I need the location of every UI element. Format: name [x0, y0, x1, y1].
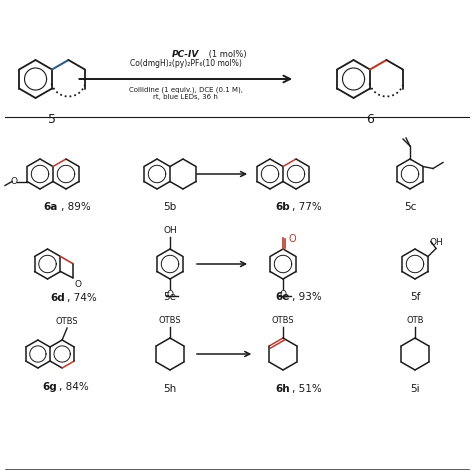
- Text: (1 mol%): (1 mol%): [206, 50, 246, 59]
- Text: 5i: 5i: [410, 384, 420, 394]
- Text: OTB: OTB: [406, 316, 424, 325]
- Text: OTBS: OTBS: [159, 316, 182, 325]
- Text: 5c: 5c: [404, 202, 416, 212]
- Text: 6d: 6d: [51, 293, 65, 303]
- Text: 6g: 6g: [43, 382, 57, 392]
- Text: OTBS: OTBS: [272, 316, 294, 325]
- Text: O: O: [289, 234, 297, 244]
- Text: 6a: 6a: [44, 202, 58, 212]
- Text: O: O: [280, 290, 286, 299]
- Text: 5f: 5f: [410, 292, 420, 302]
- Text: 6h: 6h: [276, 384, 290, 394]
- Text: 6b: 6b: [275, 202, 291, 212]
- Text: , 77%: , 77%: [292, 202, 322, 212]
- Text: 5h: 5h: [164, 384, 177, 394]
- Text: , 84%: , 84%: [59, 382, 89, 392]
- Text: OH: OH: [429, 237, 443, 246]
- Text: O: O: [75, 280, 82, 289]
- Text: O: O: [166, 290, 173, 299]
- Text: 5b: 5b: [164, 202, 177, 212]
- Text: OH: OH: [163, 226, 177, 235]
- Text: , 74%: , 74%: [67, 293, 97, 303]
- Text: 6e: 6e: [276, 292, 290, 302]
- Text: Co(dmgH)₂(py)₂PF₆(10 mol%): Co(dmgH)₂(py)₂PF₆(10 mol%): [130, 59, 242, 68]
- Text: 5: 5: [48, 113, 56, 126]
- Text: Collidine (1 equiv.), DCE (0.1 M),: Collidine (1 equiv.), DCE (0.1 M),: [129, 86, 243, 92]
- Text: , 51%: , 51%: [292, 384, 322, 394]
- Text: , 89%: , 89%: [61, 202, 91, 212]
- Text: rt, blue LEDs, 36 h: rt, blue LEDs, 36 h: [153, 94, 218, 100]
- Text: PC-IV: PC-IV: [172, 50, 200, 59]
- Text: 5e: 5e: [164, 292, 176, 302]
- Text: O: O: [10, 177, 17, 186]
- Text: OTBS: OTBS: [56, 317, 78, 326]
- Text: , 93%: , 93%: [292, 292, 322, 302]
- Text: 6: 6: [366, 113, 374, 126]
